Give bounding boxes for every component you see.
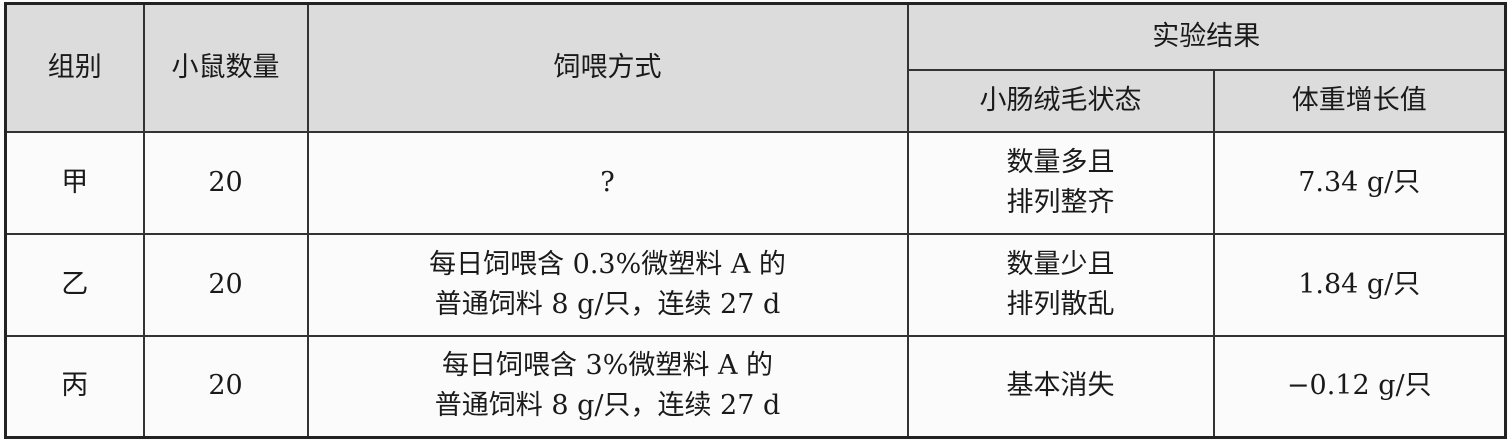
table-row: 乙 20 每日饲喂含 0.3%微塑料 A 的普通饲料 8 g/只，连续 27 d…: [4, 232, 1507, 337]
cell-villi: 基本消失: [906, 334, 1215, 439]
cell-feeding: 每日饲喂含 3%微塑料 A 的普通饲料 8 g/只，连续 27 d: [306, 334, 909, 439]
cell-count: 20: [142, 334, 309, 439]
cell-weight: −0.12 g/只: [1212, 334, 1507, 439]
cell-feeding: ?: [306, 130, 909, 235]
cell-count: 20: [142, 130, 309, 235]
cell-feeding: 每日饲喂含 0.3%微塑料 A 的普通饲料 8 g/只，连续 27 d: [306, 232, 909, 337]
cell-group: 甲: [4, 130, 145, 235]
feeding-line-1: 每日饲喂含 3%微塑料 A 的: [441, 350, 774, 382]
table-row: 丙 20 每日饲喂含 3%微塑料 A 的普通饲料 8 g/只，连续 27 d 基…: [4, 334, 1507, 439]
feeding-line-2: 普通饲料 8 g/只，连续 27 d: [434, 390, 781, 422]
cell-group: 丙: [4, 334, 145, 439]
villi-line-1: 数量少且: [1006, 248, 1115, 280]
experiment-table: 组别 小鼠数量 饲喂方式 实验结果 小肠绒毛状态 体重增长值 甲 20 ? 数量…: [4, 2, 1507, 439]
villi-line-2: 排列整齐: [1006, 186, 1115, 218]
subheader-row: 小肠绒毛状态 体重增长值: [6, 68, 1507, 133]
header-row: 组别 小鼠数量 饲喂方式 实验结果: [4, 2, 1507, 133]
villi-line-1: 数量多且: [1006, 146, 1115, 178]
villi-line-2: 排列散乱: [1006, 288, 1115, 320]
header-weight-gain: 体重增长值: [1212, 68, 1507, 133]
cell-group: 乙: [4, 232, 145, 337]
cell-weight: 7.34 g/只: [1212, 130, 1507, 235]
villi-line-1: 基本消失: [1006, 370, 1115, 402]
header-villi: 小肠绒毛状态: [906, 68, 1215, 133]
cell-count: 20: [142, 232, 309, 337]
feeding-line-2: 普通饲料 8 g/只，连续 27 d: [434, 288, 781, 320]
table-row: 甲 20 ? 数量多且排列整齐 7.34 g/只: [4, 130, 1507, 235]
header-mouse-count: 小鼠数量: [142, 2, 309, 133]
feeding-line-1: 每日饲喂含 0.3%微塑料 A 的: [429, 248, 786, 280]
header-feeding: 饲喂方式: [306, 2, 909, 133]
header-group: 组别: [4, 2, 145, 133]
cell-weight: 1.84 g/只: [1212, 232, 1507, 337]
header-results: 实验结果: [906, 2, 1507, 71]
cell-villi: 数量少且 排列散乱: [906, 232, 1215, 337]
cell-villi: 数量多且 排列整齐: [906, 130, 1215, 235]
feeding-line-1: ?: [600, 166, 615, 198]
